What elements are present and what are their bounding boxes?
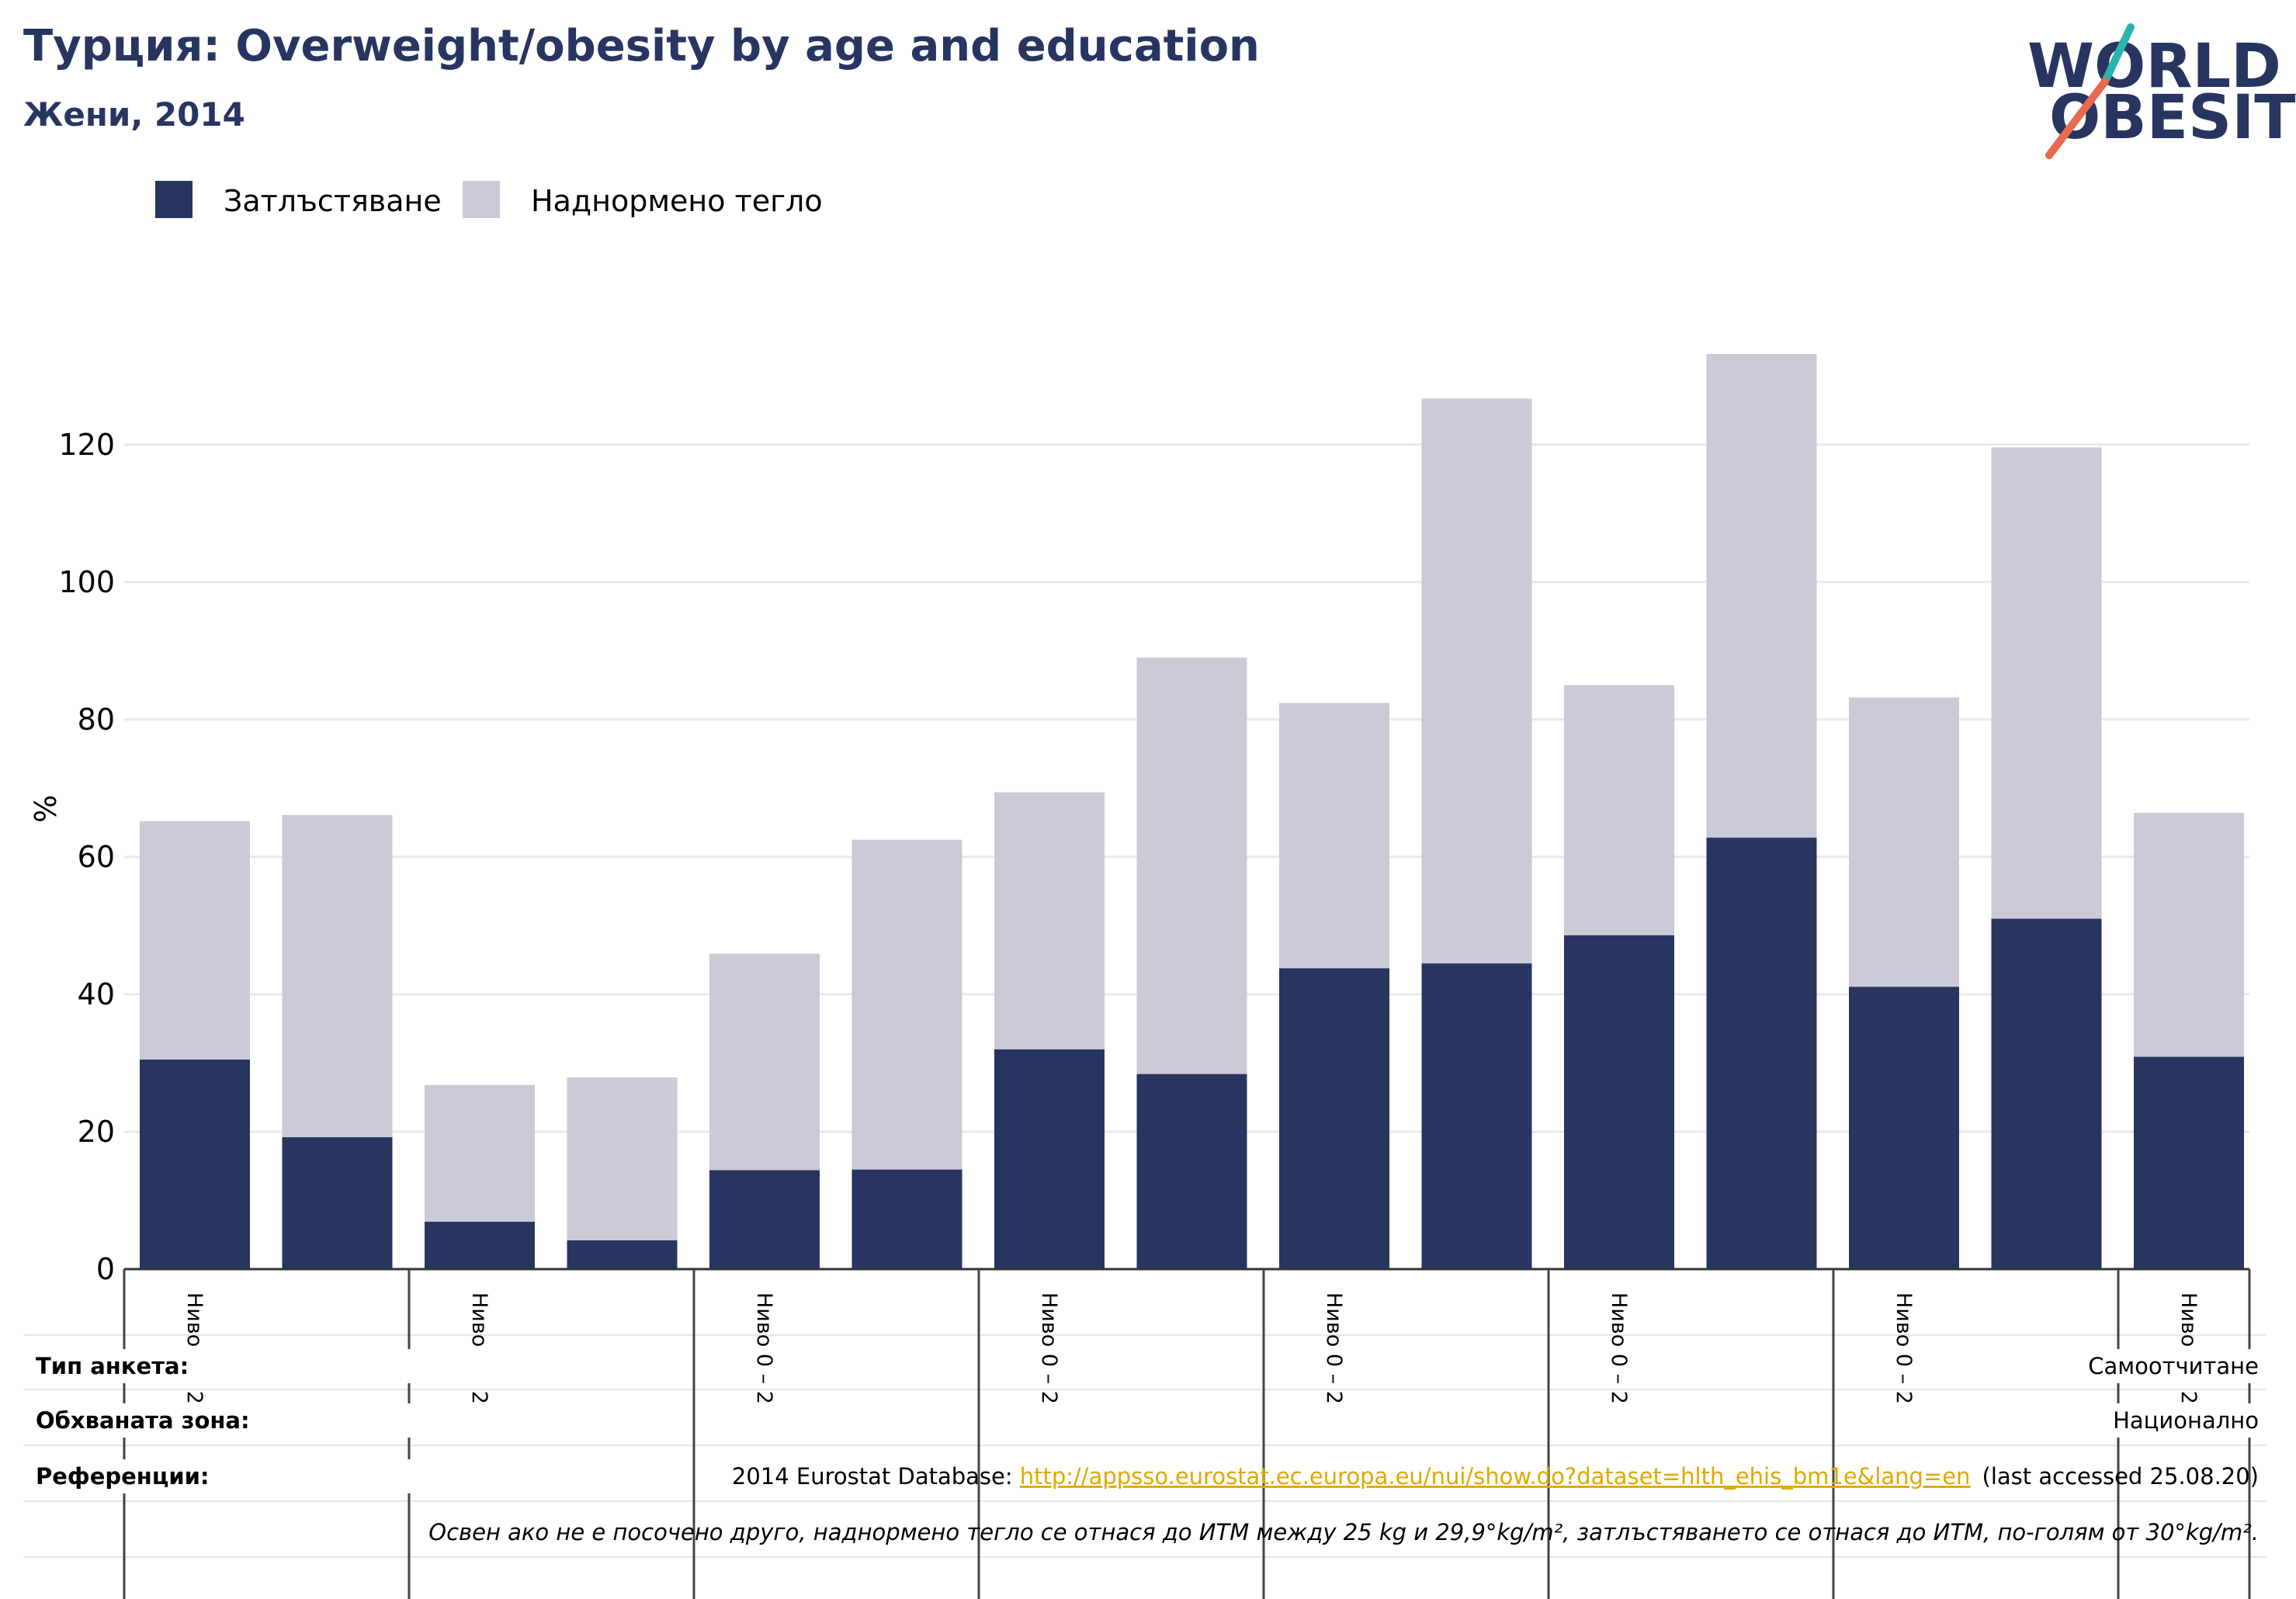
x-group-label: Ниво 0 – 2	[1892, 1292, 1916, 1404]
bar-overweight	[1421, 398, 1532, 964]
x-group-label: Ниво 0 – 2	[182, 1292, 206, 1404]
chart-subtitle: Жени, 2014	[23, 95, 245, 134]
footer-table	[23, 1334, 2267, 1558]
y-axis-ticks: 0 20 40 60 80 100 120	[58, 428, 115, 1286]
y-axis-label: %	[29, 795, 63, 823]
logo-line1: WORLD	[2027, 32, 2281, 102]
bar-obesity	[2134, 1056, 2244, 1269]
references-suffix: (last accessed 25.08.20)	[1982, 1463, 2259, 1490]
y-tick-label: 100	[58, 565, 115, 599]
bar-overweight	[851, 839, 962, 1170]
meta-bg	[2065, 1349, 2267, 1383]
logo-slash-teal	[2101, 23, 2135, 85]
x-group-label: Ниво 0 – 2	[467, 1292, 491, 1404]
bar-overweight	[1849, 697, 1959, 987]
bar-obesity	[1706, 838, 1817, 1269]
bar-overweight	[1706, 353, 1817, 838]
y-tick-label: 0	[96, 1252, 115, 1286]
bar-obesity	[1564, 935, 1674, 1269]
bar-obesity	[851, 1169, 962, 1269]
y-tick-label: 80	[78, 702, 115, 737]
bar-obesity	[1421, 963, 1532, 1269]
bar-obesity	[567, 1240, 678, 1269]
references-label: Референции:	[36, 1463, 210, 1490]
logo-slash-orange	[2045, 78, 2109, 159]
survey-type-value: Самоотчитане	[2088, 1353, 2259, 1379]
x-group-label: Ниво 0 – 2	[2176, 1292, 2201, 1404]
y-tick-label: 120	[58, 428, 115, 462]
bar-overweight	[425, 1084, 535, 1222]
logo-line2: OBESITY	[2049, 83, 2296, 153]
bar-obesity	[282, 1137, 393, 1269]
y-tick-label: 60	[78, 840, 115, 874]
bar-obesity	[1849, 987, 1959, 1269]
world-obesity-logo: WORLD OBESITY	[2027, 23, 2296, 159]
bar-obesity	[709, 1170, 820, 1269]
bar-obesity	[1279, 968, 1389, 1269]
definition-note: Освен ако не е посочено друго, наднормен…	[428, 1519, 2259, 1545]
x-group-label: Ниво 0 – 2	[1607, 1292, 1631, 1404]
area-label: Обхваната зона:	[36, 1407, 250, 1434]
area-value: Национално	[2113, 1407, 2259, 1434]
legend-label-obesity: Затлъстяване	[224, 184, 442, 218]
legend: Затлъстяване Наднормено тегло	[155, 181, 823, 218]
bar-overweight	[1279, 702, 1389, 969]
legend-swatch-obesity	[155, 181, 192, 218]
y-tick-label: 40	[78, 977, 115, 1011]
bar-overweight	[709, 953, 820, 1171]
bar-obesity	[1136, 1074, 1247, 1269]
bar-overweight	[1136, 657, 1247, 1074]
bar-overweight	[994, 792, 1105, 1049]
meta-bg	[2088, 1403, 2267, 1438]
references-prefix: 2014 Eurostat Database:	[732, 1463, 1013, 1490]
bar-overweight	[1564, 685, 1674, 935]
references-link[interactable]: http://appsso.eurostat.ec.europa.eu/nui/…	[1020, 1463, 1971, 1490]
x-group-label: Ниво 0 – 2	[1037, 1292, 1061, 1404]
bar-obesity	[1991, 918, 2102, 1269]
bar-overweight	[1991, 447, 2102, 919]
x-group-label: Ниво 0 – 2	[1322, 1292, 1346, 1404]
metadata: Тип анкета: Самоотчитане Обхваната зона:…	[34, 1349, 2267, 1545]
x-group-label: Ниво 0 – 2	[752, 1292, 776, 1404]
bar-overweight	[140, 820, 250, 1060]
bar-overweight	[282, 814, 393, 1138]
survey-type-label: Тип анкета:	[36, 1353, 189, 1379]
bar-obesity	[425, 1221, 535, 1269]
legend-label-overweight: Наднормено тегло	[531, 184, 823, 218]
bar-overweight	[567, 1077, 678, 1240]
bars	[140, 353, 2244, 1269]
references-text: 2014 Eurostat Database: http://appsso.eu…	[732, 1463, 2259, 1490]
meta-bg	[34, 1403, 500, 1438]
y-tick-label: 20	[78, 1115, 115, 1149]
chart-title: Турция: Overweight/obesity by age and ed…	[23, 21, 1260, 71]
bar-obesity	[140, 1060, 250, 1269]
meta-bg	[34, 1349, 500, 1383]
legend-swatch-overweight	[463, 181, 500, 218]
meta-bg	[34, 1459, 500, 1493]
bar-overweight	[2134, 813, 2244, 1057]
group-labels: Ниво 0 – 2 Ниво 0 – 2 Ниво 0 – 2 Ниво 0 – 2…	[182, 1292, 2201, 1404]
bar-obesity	[994, 1049, 1105, 1269]
